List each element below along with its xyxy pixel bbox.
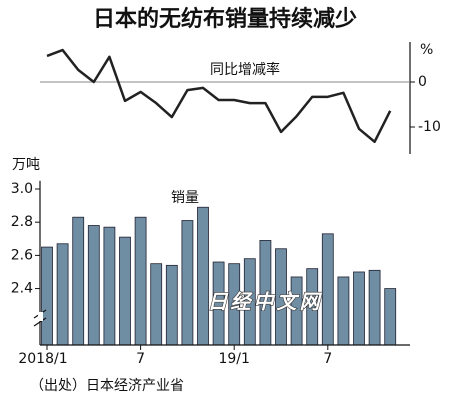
bar xyxy=(384,288,397,346)
y-tick-label: 2.8 xyxy=(11,214,33,230)
watermark: 日经中文网 xyxy=(208,290,323,314)
bar xyxy=(87,225,100,346)
bar xyxy=(368,269,381,346)
y-tick-label: 2.6 xyxy=(11,247,33,263)
y-axis-label: 万吨 xyxy=(12,157,40,173)
line xyxy=(46,48,392,144)
x-tick-label: 19/1 xyxy=(218,351,249,367)
x-tick-label: 7 xyxy=(323,351,332,367)
y-tick-label: 3.0 xyxy=(11,181,33,197)
bar xyxy=(41,246,53,346)
bar xyxy=(181,220,194,346)
bar xyxy=(150,263,163,346)
chart-title: 日本的无纺布销量持续减少 xyxy=(93,6,357,32)
y-tick-label: 0 xyxy=(418,74,427,90)
x-tick-label: 7 xyxy=(136,351,145,367)
series-label: 销量 xyxy=(171,190,199,206)
bar xyxy=(165,264,178,346)
y-tick-label: 2.4 xyxy=(11,281,33,297)
bar xyxy=(103,226,116,346)
source: （出处）日本经济产业省 xyxy=(30,378,184,394)
axis-break-gap xyxy=(38,312,43,321)
bar xyxy=(56,243,69,346)
series-label: 同比增减率 xyxy=(210,61,280,78)
bar xyxy=(119,236,131,346)
bar xyxy=(321,233,334,346)
x-tick-label: 2018/1 xyxy=(18,351,67,367)
y-axis-unit: % xyxy=(420,42,433,58)
bar xyxy=(337,276,350,346)
bar xyxy=(72,216,85,346)
y-tick-label: -10 xyxy=(418,119,441,135)
bar xyxy=(353,271,365,346)
bar xyxy=(197,206,209,346)
bar xyxy=(134,216,147,346)
